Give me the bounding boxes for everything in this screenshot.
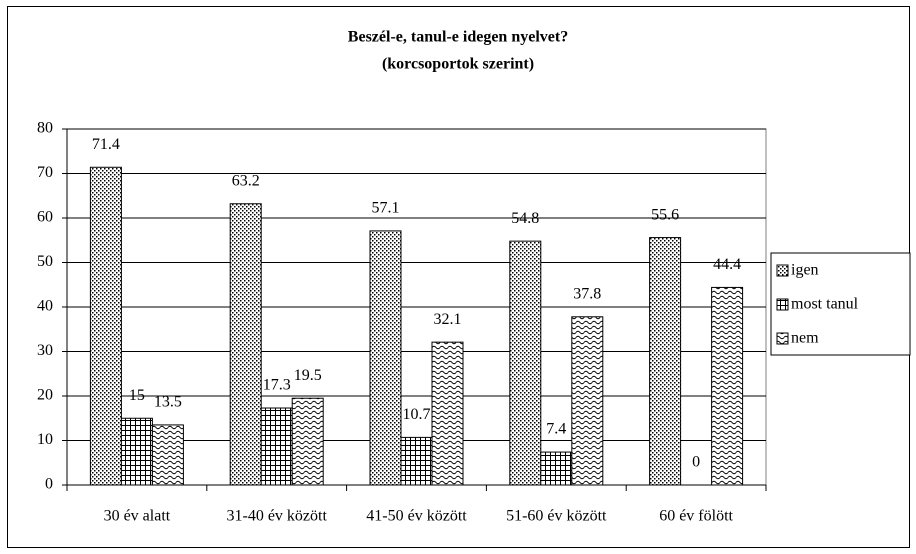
legend-box (770, 252, 911, 356)
chart-subtitle: (korcsoportok szerint) (382, 56, 534, 73)
value-label: 19.5 (294, 367, 322, 384)
y-tick-label: 0 (45, 476, 53, 493)
value-label: 7.4 (546, 421, 566, 438)
bar (649, 237, 682, 486)
value-label: 54.8 (511, 210, 539, 227)
value-label: 15 (129, 387, 145, 404)
bar (540, 451, 573, 486)
y-tick-label: 10 (37, 431, 53, 448)
bar (509, 240, 542, 486)
value-label: 0 (692, 454, 700, 471)
x-tick-label: 30 év alatt (104, 508, 171, 525)
x-tick-label: 60 év fölött (659, 508, 733, 525)
bar (571, 316, 604, 486)
legend-label: most tanul (791, 296, 859, 313)
legend-swatch (776, 332, 789, 345)
bar (151, 424, 184, 486)
y-tick-label: 20 (37, 387, 53, 404)
x-tick-label: 51-60 év között (506, 508, 607, 525)
legend-label: igen (791, 262, 819, 279)
bar (291, 397, 324, 486)
bar (260, 407, 293, 486)
value-label: 44.4 (713, 256, 741, 273)
value-label: 17.3 (263, 377, 291, 394)
x-tick-label: 31-40 év között (226, 508, 327, 525)
legend-swatch (776, 298, 789, 311)
bar (89, 166, 122, 486)
legend-label: nem (791, 330, 819, 347)
bar (711, 286, 744, 486)
value-label: 10.7 (403, 406, 431, 423)
value-label: 57.1 (372, 200, 400, 217)
bar (431, 341, 464, 486)
y-tick-label: 60 (37, 209, 53, 226)
bar (120, 417, 153, 486)
value-label: 63.2 (232, 172, 260, 189)
bar (229, 203, 262, 486)
value-label: 55.6 (651, 206, 679, 223)
bar (369, 230, 402, 486)
y-tick-label: 30 (37, 342, 53, 359)
y-tick-label: 40 (37, 298, 53, 315)
y-tick-label: 50 (37, 253, 53, 270)
y-tick-label: 70 (37, 164, 53, 181)
x-tick-label: 41-50 év között (366, 508, 467, 525)
value-label: 32.1 (434, 311, 462, 328)
chart-title: Beszél-e, tanul-e idegen nyelvet? (348, 29, 568, 46)
value-label: 71.4 (92, 136, 120, 153)
value-label: 13.5 (154, 394, 182, 411)
y-tick-label: 80 (37, 120, 53, 137)
bar (400, 436, 433, 486)
legend-swatch (776, 264, 789, 277)
value-label: 37.8 (573, 285, 601, 302)
